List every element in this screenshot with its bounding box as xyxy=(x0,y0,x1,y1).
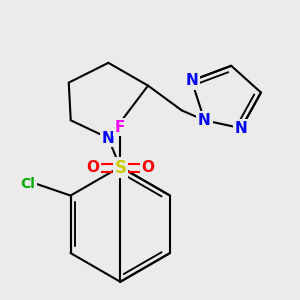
Text: F: F xyxy=(115,120,125,135)
Text: N: N xyxy=(102,130,115,146)
Text: O: O xyxy=(142,160,154,175)
Text: N: N xyxy=(235,121,247,136)
Text: Cl: Cl xyxy=(20,177,35,191)
Text: S: S xyxy=(114,159,126,177)
Text: N: N xyxy=(198,113,211,128)
Text: N: N xyxy=(185,73,198,88)
Text: O: O xyxy=(86,160,99,175)
